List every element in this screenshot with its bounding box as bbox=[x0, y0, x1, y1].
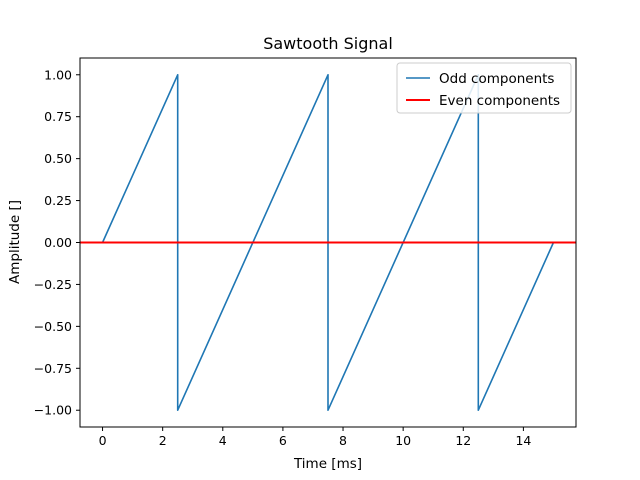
x-tick-label: 8 bbox=[339, 433, 347, 448]
chart-title: Sawtooth Signal bbox=[263, 34, 393, 53]
x-tick-label: 10 bbox=[395, 433, 411, 448]
y-tick-label: 0.75 bbox=[44, 109, 72, 124]
y-tick-label: −0.50 bbox=[34, 319, 72, 334]
y-tick-label: 0.50 bbox=[44, 151, 72, 166]
y-axis-label: Amplitude [] bbox=[7, 200, 23, 284]
y-tick-label: 1.00 bbox=[44, 67, 72, 82]
x-tick-label: 0 bbox=[99, 433, 107, 448]
legend-label: Even components bbox=[439, 93, 560, 109]
y-tick-label: 0.25 bbox=[44, 193, 72, 208]
y-tick-label: −0.25 bbox=[34, 277, 72, 292]
x-axis: 0 2 4 6 8 10 12 14 bbox=[99, 427, 531, 448]
legend-box bbox=[396, 62, 572, 114]
x-tick-label: 2 bbox=[159, 433, 167, 448]
x-axis-label: Time [ms] bbox=[293, 456, 362, 472]
legend-label: Odd components bbox=[439, 71, 554, 87]
plot-area bbox=[80, 73, 576, 412]
x-tick-label: 4 bbox=[219, 433, 227, 448]
y-axis: 1.00 0.75 0.50 0.25 0.00 −0.25 −0.50 −0.75 −1.00 bbox=[34, 67, 80, 418]
y-tick-label: −0.75 bbox=[34, 361, 72, 376]
x-tick-label: 12 bbox=[455, 433, 471, 448]
x-tick-label: 14 bbox=[515, 433, 531, 448]
y-tick-label: −1.00 bbox=[34, 403, 72, 418]
x-tick-label: 6 bbox=[279, 433, 287, 448]
legend: Odd components Even components bbox=[396, 62, 572, 114]
y-tick-label: 0.00 bbox=[44, 235, 72, 250]
